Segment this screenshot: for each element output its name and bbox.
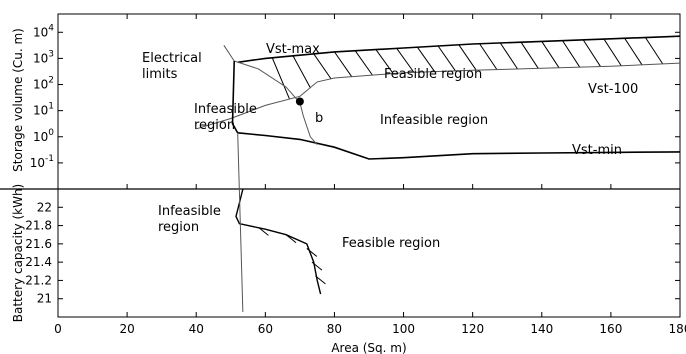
hatch-line <box>541 41 560 69</box>
x-tick-label: 0 <box>54 322 62 336</box>
hatch-line <box>624 38 643 66</box>
bottom-y-tick-label: 22 <box>37 200 52 214</box>
bottom-y-tick-label: 21.4 <box>25 255 52 269</box>
x-tick-label: 180 <box>669 322 686 336</box>
annotation-feasible-region-bottom: Feasible region <box>342 236 440 251</box>
x-axis-label: Area (Sq. m) <box>331 341 406 354</box>
boundary-tick <box>285 234 297 244</box>
boundary-tick <box>311 261 323 271</box>
annotation-vst-100: Vst-100 <box>588 82 638 97</box>
annotation-feasible-region-top: Feasible region <box>384 67 482 82</box>
annotation-vst-max: Vst-max <box>266 42 320 57</box>
hatch-line <box>375 49 394 74</box>
top-y-tick-label: 10-1 <box>30 154 54 170</box>
annotation-b: b <box>315 111 323 126</box>
hatch-line <box>603 38 622 67</box>
hatch-line <box>437 45 456 72</box>
hatch-line <box>479 43 498 70</box>
series-electrical-limits <box>223 45 318 145</box>
series-left-boundary <box>231 60 239 134</box>
series-connector <box>237 132 244 313</box>
x-tick-label: 120 <box>461 322 484 336</box>
series-vst-min <box>237 132 681 160</box>
chart-frame <box>57 13 681 318</box>
hatch-line <box>334 51 353 77</box>
series-battery-capacity-boundary <box>235 188 322 295</box>
bottom-y-tick-label: 21.2 <box>25 273 52 287</box>
bottom-y-tick-label: 21 <box>37 292 52 306</box>
boundary-tick <box>258 227 269 236</box>
annotation-vst-min: Vst-min <box>572 143 622 158</box>
feasible-region-hatch <box>271 37 664 100</box>
hatch-line <box>271 57 290 100</box>
series-vst-100 <box>196 62 681 130</box>
point-b <box>295 97 304 106</box>
hatch-line <box>292 55 311 88</box>
x-tick-label: 60 <box>258 322 273 336</box>
x-tick-label: 20 <box>119 322 134 336</box>
x-tick-label: 140 <box>530 322 553 336</box>
hatch-line <box>645 37 664 65</box>
hatch-line <box>562 40 581 68</box>
top-y-tick-label: 102 <box>33 76 54 92</box>
battery-boundary-ticks <box>258 227 326 285</box>
boundary-tick <box>306 248 318 257</box>
x-tick-label: 160 <box>599 322 622 336</box>
hatch-line <box>354 50 373 76</box>
x-tick-label: 80 <box>327 322 342 336</box>
top-y-tick-label: 104 <box>33 23 54 39</box>
x-tick-label: 40 <box>189 322 204 336</box>
bottom-panel: 22 21.8 21.6 21.4 21.2 21 Battery capacity (k… <box>11 132 680 323</box>
hatch-line <box>458 44 477 71</box>
x-axis: 0 20 40 60 80 100 120 140 160 180 Area (Sq. m) <box>54 14 686 354</box>
top-panel: 104 103 102 101 100 10-1 Storage volume (Cu. … <box>11 23 681 172</box>
bottom-y-tick-label: 21.8 <box>25 219 52 233</box>
x-tick-label: 100 <box>392 322 415 336</box>
hatch-line <box>313 53 332 80</box>
hatch-line <box>582 39 601 67</box>
annotation-infeasible-region-left: Infeasible region <box>194 102 257 133</box>
top-y-tick-label: 100 <box>33 128 54 144</box>
annotation-infeasible-region-bottom: Infeasible region <box>158 204 221 235</box>
bottom-y-axis-label: Battery capacity (kWh) <box>11 184 25 323</box>
bottom-y-tick-label: 21.6 <box>25 237 52 251</box>
series-vst-max <box>237 35 681 64</box>
hatch-line <box>416 46 436 72</box>
hatch-line <box>520 41 539 69</box>
hatch-line <box>396 48 415 73</box>
boundary-tick <box>315 275 326 285</box>
top-y-tick-label: 101 <box>33 102 54 118</box>
hatch-line <box>499 42 519 70</box>
top-y-tick-label: 103 <box>33 49 54 65</box>
annotation-infeasible-region-main: Infeasible region <box>380 113 488 128</box>
top-y-axis-label: Storage volume (Cu. m) <box>11 28 25 172</box>
annotation-electrical-limits: Electrical limits <box>142 51 202 82</box>
